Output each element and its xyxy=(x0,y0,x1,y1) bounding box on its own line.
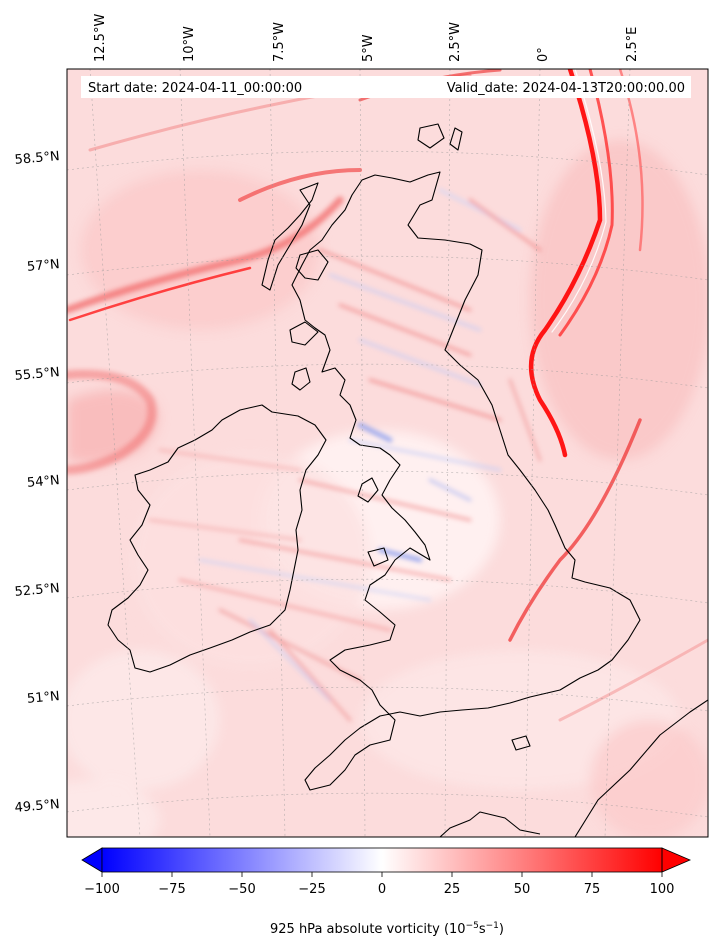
colorbar-tick-label: −25 xyxy=(298,882,325,897)
vorticity-map: Start date: 2024-04-11_00:00:00 Valid_da… xyxy=(14,14,709,838)
lon-label: 12.5°W xyxy=(93,14,108,62)
lon-label: 5°W xyxy=(361,34,376,62)
lat-label: 57°N xyxy=(26,257,60,275)
colorbar-ticks: −100 −75 −50 −25 0 25 50 75 100 xyxy=(84,872,674,897)
graticule xyxy=(67,69,708,837)
lat-label: 54°N xyxy=(26,473,60,491)
start-date-label: Start date: 2024-04-11_00:00:00 xyxy=(88,81,302,96)
colorbar-tick-label: −100 xyxy=(84,882,120,897)
coastline-isle-of-man xyxy=(357,477,379,503)
coastline-islay xyxy=(291,367,311,391)
colorbar-extend-min xyxy=(81,847,103,873)
lat-label: 58.5°N xyxy=(14,149,60,168)
colorbar-tick-label: 50 xyxy=(514,882,531,897)
header-box xyxy=(81,76,691,98)
map-frame xyxy=(66,68,709,838)
longitude-labels: 12.5°W 10°W 7.5°W 5°W 2.5°W 0° 2.5°E xyxy=(93,14,640,62)
lon-label: 0° xyxy=(536,47,551,62)
lon-label: 10°W xyxy=(182,26,197,62)
colorbar-tick-label: −50 xyxy=(228,882,255,897)
lon-label: 2.5°W xyxy=(448,22,463,62)
coastline-hebrides xyxy=(261,182,319,291)
lat-label: 49.5°N xyxy=(14,797,60,816)
colorbar-gradient xyxy=(102,848,662,872)
lat-label: 55.5°N xyxy=(14,365,60,384)
coastline-great-britain xyxy=(291,171,641,791)
lon-label: 2.5°E xyxy=(625,27,640,62)
lat-label: 51°N xyxy=(26,689,60,707)
latitude-labels: 58.5°N 57°N 55.5°N 54°N 52.5°N 51°N 49.5… xyxy=(14,149,60,816)
coastline-skye xyxy=(295,249,329,281)
coastline-france xyxy=(439,811,541,837)
vorticity-streaks xyxy=(148,188,542,722)
coastline-orkney xyxy=(417,123,445,149)
coastlines xyxy=(107,123,708,837)
colorbar: −100 −75 −50 −25 0 25 50 75 100 925 hPa absolute… xyxy=(81,847,692,937)
coastline-mull xyxy=(289,321,319,346)
lat-label: 52.5°N xyxy=(14,581,60,600)
colorbar-tick-label: −75 xyxy=(158,882,185,897)
colorbar-tick-label: 25 xyxy=(444,882,461,897)
valid-date-label: Valid_date: 2024-04-13T20:00:00.00 xyxy=(447,81,685,96)
frontal-bands xyxy=(67,69,708,722)
lon-label: 7.5°W xyxy=(272,22,287,62)
colorbar-tick-label: 100 xyxy=(650,882,675,897)
colorbar-label: 925 hPa absolute vorticity (10−5s−1) xyxy=(270,921,504,937)
coastline-ireland xyxy=(107,404,327,673)
coastline-continent xyxy=(574,699,708,837)
colorbar-tick-label: 0 xyxy=(378,882,386,897)
coastline-isle-of-wight xyxy=(511,735,531,751)
colorbar-tick-label: 75 xyxy=(584,882,601,897)
colorbar-extend-max xyxy=(661,847,692,873)
coastline-shetland xyxy=(449,127,463,151)
vorticity-field xyxy=(67,140,708,837)
coastline-anglesey xyxy=(367,547,389,567)
